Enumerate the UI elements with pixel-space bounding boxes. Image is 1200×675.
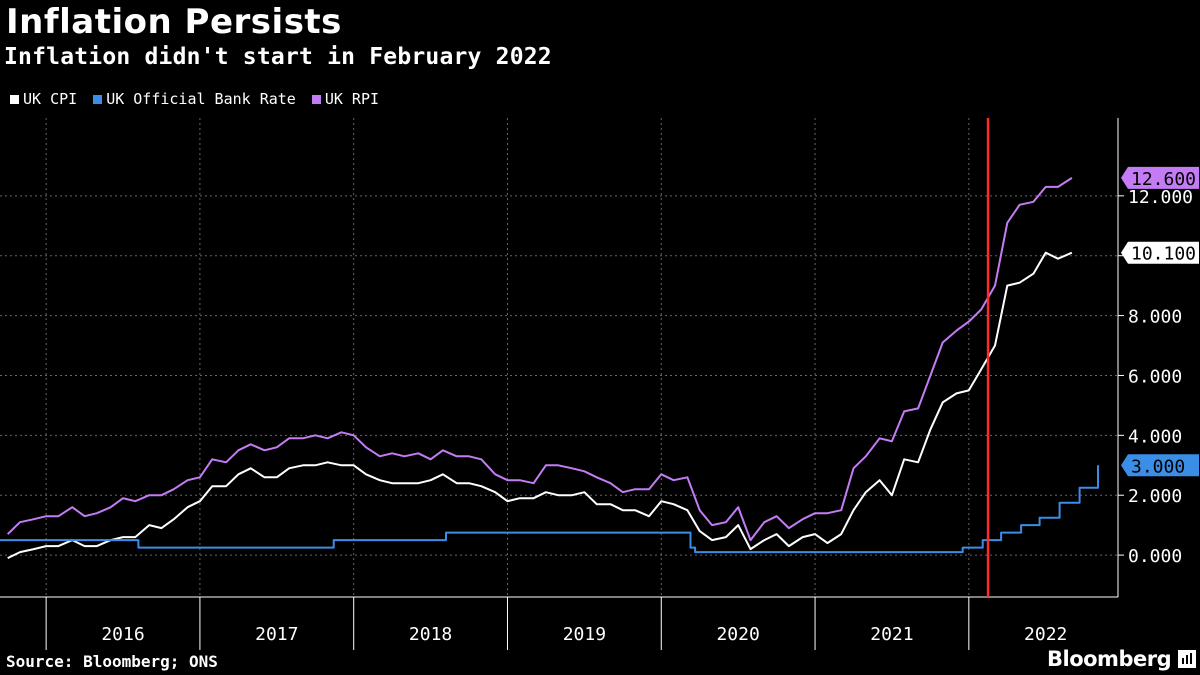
end-label-tag-uk-cpi <box>1121 241 1199 264</box>
series-line-uk-rpi[interactable] <box>7 177 1073 542</box>
end-label-uk-official-bank-rate: 3.000 <box>1131 456 1185 477</box>
y-tick-label: 8.000 <box>1128 307 1182 328</box>
legend-swatch-bank-rate <box>93 94 103 104</box>
x-tick-label: 2022 <box>1024 624 1067 645</box>
legend-label-cpi: UK CPI <box>23 90 78 108</box>
series-line-uk-cpi[interactable] <box>7 251 1073 559</box>
x-tick-label: 2018 <box>409 624 452 645</box>
legend-item-rpi[interactable]: UK RPI <box>311 90 380 108</box>
chart-title: Inflation Persists <box>6 2 342 42</box>
y-tick-label: 2.000 <box>1128 486 1182 507</box>
x-tick-label: 2017 <box>255 624 298 645</box>
legend-swatch-cpi <box>10 94 19 104</box>
x-tick-label: 2016 <box>101 624 144 645</box>
y-tick-label: 6.000 <box>1128 366 1182 387</box>
chart-subtitle: Inflation didn't start in February 2022 <box>4 44 552 70</box>
brand-logo: Bloomberg <box>1047 647 1172 671</box>
legend-label-bank-rate: UK Official Bank Rate <box>106 90 296 108</box>
y-tick-label: 0.000 <box>1128 546 1182 567</box>
end-label-uk-rpi: 12.600 <box>1131 169 1196 190</box>
bloomberg-terminal-icon <box>1178 650 1196 668</box>
legend-item-cpi[interactable]: UK CPI <box>10 90 77 108</box>
end-label-tag-uk-official-bank-rate <box>1121 454 1199 477</box>
x-tick-label: 2021 <box>870 624 913 645</box>
source-note: Source: Bloomberg; ONS <box>6 652 218 671</box>
y-tick-label: 12.000 <box>1128 187 1193 208</box>
legend-item-bank-rate[interactable]: UK Official Bank Rate <box>93 90 296 108</box>
end-label-uk-cpi: 10.100 <box>1131 244 1196 265</box>
end-label-tag-uk-rpi <box>1121 166 1199 189</box>
x-tick-label: 2019 <box>563 624 606 645</box>
legend-swatch-rpi <box>311 94 321 104</box>
series-line-uk-official-bank-rate[interactable] <box>0 465 1099 554</box>
x-tick-label: 2020 <box>716 624 759 645</box>
legend: UK CPI UK Official Bank Rate UK RPI <box>10 90 379 108</box>
y-tick-label: 4.000 <box>1128 426 1182 447</box>
legend-label-rpi: UK RPI <box>324 90 380 108</box>
